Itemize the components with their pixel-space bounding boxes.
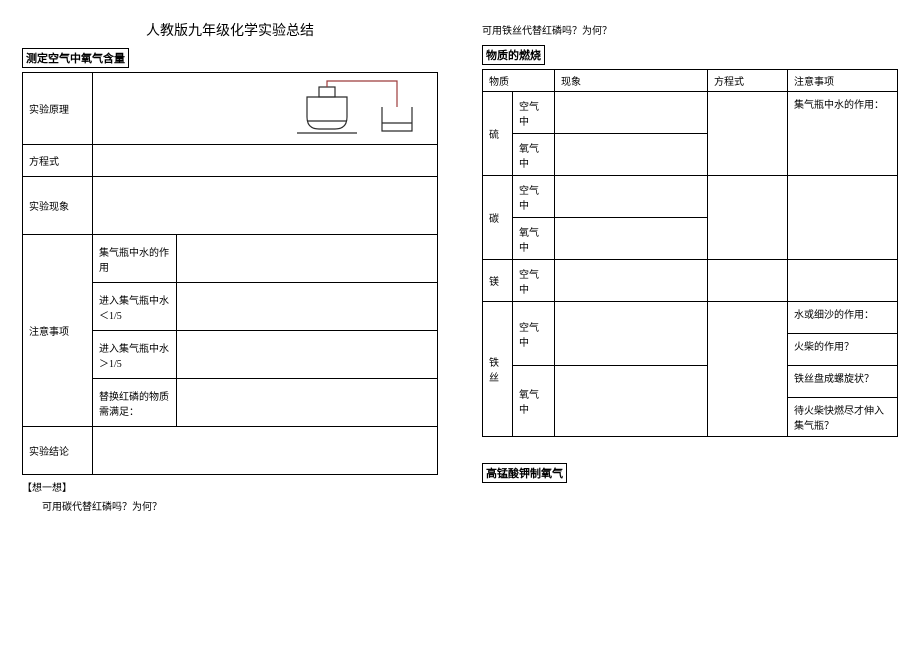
main-title: 人教版九年级化学实验总结: [22, 20, 438, 40]
apparatus-svg: [277, 77, 427, 137]
header-phenomenon: 现象: [555, 70, 708, 92]
note-cell: 待火柴快燃尽才伸入集气瓶？: [788, 398, 898, 437]
material-cell: 铁丝: [483, 302, 513, 437]
sub-label: 进入集气瓶中水＜1/5: [93, 283, 177, 331]
empty-cell: [555, 92, 708, 134]
empty-cell: [708, 260, 788, 302]
empty-cell: [177, 235, 438, 283]
apparatus-cell: [93, 73, 438, 145]
empty-cell: [708, 302, 788, 437]
env-cell: 空气中: [513, 260, 555, 302]
think-label: 【想一想】: [22, 479, 438, 494]
empty-cell: [555, 218, 708, 260]
header-equation: 方程式: [708, 70, 788, 92]
env-cell: 氧气中: [513, 134, 555, 176]
section3-title: 高锰酸钾制氧气: [482, 463, 567, 483]
empty-cell: [93, 145, 438, 177]
note-cell: 水或细沙的作用：: [788, 302, 898, 334]
env-cell: 空气中: [513, 302, 555, 366]
question-1: 可用碳代替红磷吗？为何？: [42, 498, 438, 513]
empty-cell: [555, 176, 708, 218]
header-material: 物质: [483, 70, 555, 92]
env-cell: 空气中: [513, 176, 555, 218]
experiment1-table: 实验原理: [22, 72, 438, 475]
empty-cell: [93, 177, 438, 235]
row-label: 实验现象: [23, 177, 93, 235]
empty-cell: [788, 260, 898, 302]
empty-cell: [177, 331, 438, 379]
material-cell: 碳: [483, 176, 513, 260]
env-cell: 空气中: [513, 92, 555, 134]
row-label: 注意事项: [23, 235, 93, 427]
header-notes: 注意事项: [788, 70, 898, 92]
combustion-table: 物质 现象 方程式 注意事项 硫 空气中 集气瓶中水的作用： 氧气中 碳 空气中…: [482, 69, 898, 437]
section1-title: 测定空气中氧气含量: [22, 48, 129, 68]
row-label: 实验结论: [23, 427, 93, 475]
row-label: 方程式: [23, 145, 93, 177]
material-cell: 硫: [483, 92, 513, 176]
note-cell: 铁丝盘成螺旋状？: [788, 366, 898, 398]
empty-cell: [555, 134, 708, 176]
empty-cell: [555, 302, 708, 366]
sub-label: 替换红磷的物质需满足：: [93, 379, 177, 427]
env-cell: 氧气中: [513, 366, 555, 437]
note-cell: 集气瓶中水的作用：: [788, 92, 898, 176]
empty-cell: [555, 260, 708, 302]
env-cell: 氧气中: [513, 218, 555, 260]
sub-label: 进入集气瓶中水＞1/5: [93, 331, 177, 379]
row-label: 实验原理: [23, 73, 93, 145]
sub-label: 集气瓶中水的作用: [93, 235, 177, 283]
note-cell: 火柴的作用？: [788, 334, 898, 366]
left-column: 人教版九年级化学实验总结 测定空气中氧气含量 实验原理: [0, 0, 460, 651]
empty-cell: [708, 92, 788, 176]
question-2: 可用铁丝代替红磷吗？为何？: [482, 22, 898, 37]
right-column: 可用铁丝代替红磷吗？为何？ 物质的燃烧 物质 现象 方程式 注意事项 硫 空气中…: [460, 0, 920, 651]
section2-title: 物质的燃烧: [482, 45, 545, 65]
empty-cell: [177, 283, 438, 331]
material-cell: 镁: [483, 260, 513, 302]
empty-cell: [708, 176, 788, 260]
empty-cell: [788, 176, 898, 260]
empty-cell: [555, 366, 708, 437]
empty-cell: [177, 379, 438, 427]
empty-cell: [93, 427, 438, 475]
